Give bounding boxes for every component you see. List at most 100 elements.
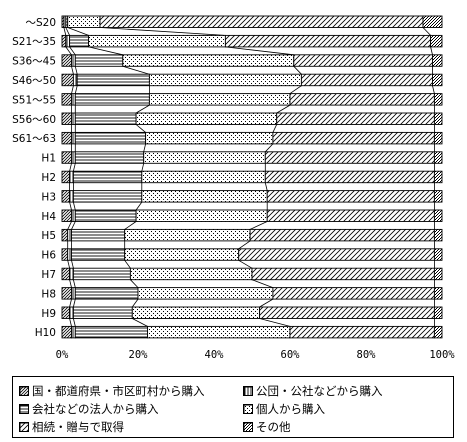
bar-segment xyxy=(300,73,433,87)
connector-line xyxy=(88,46,123,56)
legend-label: 公団・公社などから購入 xyxy=(256,384,383,398)
bar-segment xyxy=(61,54,72,67)
series-connector-lines xyxy=(63,27,435,327)
bar-segment xyxy=(71,248,126,261)
bar-segment xyxy=(124,228,251,242)
bar-segment xyxy=(71,151,76,164)
x-tick-label: 100% xyxy=(429,349,455,361)
connector-line xyxy=(122,65,150,75)
bar-segment xyxy=(433,131,443,145)
bar-segment xyxy=(238,248,435,261)
bar-segment xyxy=(71,287,76,300)
category-labels: ～S20 S21～35 S36～45 S46～50 S51～55 S56～60 S61～63… xyxy=(12,17,56,339)
x-tick-label: 40% xyxy=(205,349,225,361)
bar-segment xyxy=(148,73,302,87)
bar-segment xyxy=(71,112,76,125)
bar-segment xyxy=(430,34,443,48)
connector-line xyxy=(251,279,274,288)
bar-segment xyxy=(272,287,435,300)
connector-line xyxy=(69,318,72,327)
bar-segment xyxy=(61,112,72,125)
category-label: H3 xyxy=(41,191,56,203)
connector-line xyxy=(65,46,72,56)
bar-segment xyxy=(433,170,443,184)
bar-segment xyxy=(61,209,72,222)
bar-segment xyxy=(264,170,435,184)
legend-label: 会社などの法人から購入 xyxy=(32,402,159,416)
connector-line xyxy=(131,298,139,308)
connector-line xyxy=(289,85,302,94)
connector-line xyxy=(73,318,76,327)
category-label: H7 xyxy=(41,269,56,281)
bar-segment xyxy=(71,54,76,67)
connector-line xyxy=(272,124,278,133)
bar-segment xyxy=(289,93,435,106)
bar-segment xyxy=(72,190,143,203)
bar-segment xyxy=(61,325,72,339)
bar-segment xyxy=(264,151,435,164)
bar-segment xyxy=(88,34,226,48)
bar-segment xyxy=(224,34,432,48)
legend-item-other: その他 xyxy=(243,419,291,435)
connector-line xyxy=(265,143,274,153)
bar-group xyxy=(61,15,443,339)
bar-segment xyxy=(72,73,78,87)
legend-item-gov: 国・都道府県・市区町村から購入 xyxy=(19,383,205,399)
bar-segment xyxy=(99,15,424,28)
category-label: S46～50 xyxy=(12,75,56,87)
bar-segment xyxy=(433,267,443,281)
bar-segment xyxy=(266,209,435,222)
connector-line xyxy=(63,27,67,36)
connector-line xyxy=(238,259,253,269)
bar-segment xyxy=(74,209,137,222)
bar-segment xyxy=(67,15,101,28)
legend-item-individual: 個人から購入 xyxy=(243,401,325,417)
legend-swatch-icon xyxy=(19,422,29,432)
bar-segment xyxy=(61,73,74,87)
bar-segment xyxy=(69,170,74,184)
bar-segment xyxy=(74,151,145,164)
bar-segment xyxy=(71,209,76,222)
category-label: S61～63 xyxy=(12,133,56,145)
connector-line xyxy=(132,318,148,327)
category-label: S51～55 xyxy=(12,94,56,106)
connector-line xyxy=(430,46,433,55)
bar-segment xyxy=(148,93,291,106)
connector-line xyxy=(67,260,70,269)
connector-line xyxy=(259,318,291,327)
bar-segment xyxy=(137,287,274,300)
connector-line xyxy=(73,202,76,211)
bar-segment xyxy=(422,15,443,28)
legend: 国・都道府県・市区町村から購入 公団・公社などから購入 会社などの法人から購入 … xyxy=(12,376,454,438)
category-label: H9 xyxy=(41,308,56,320)
category-label: S56～60 xyxy=(12,114,56,126)
category-label: H6 xyxy=(41,250,56,262)
connector-line xyxy=(71,66,74,75)
connector-line xyxy=(225,46,294,56)
connector-line xyxy=(71,260,74,269)
category-label: H5 xyxy=(41,230,56,242)
x-tick-label: 20% xyxy=(129,349,149,361)
bar-segment xyxy=(259,306,435,319)
category-label: H4 xyxy=(41,211,56,223)
bar-segment xyxy=(433,306,443,319)
bar-segment xyxy=(272,131,435,145)
bar-segment xyxy=(433,325,443,339)
connector-line xyxy=(259,298,274,308)
bar-segment xyxy=(69,267,74,281)
category-label: S21～35 xyxy=(12,36,56,48)
connector-line xyxy=(65,27,70,36)
bar-segment xyxy=(293,54,433,67)
bar-segment xyxy=(74,325,148,339)
x-tick-label: 0% xyxy=(56,349,69,361)
bar-segment xyxy=(433,112,443,125)
category-label: H2 xyxy=(41,172,56,184)
bar-segment xyxy=(131,306,261,319)
connector-line xyxy=(74,66,78,75)
bar-segment xyxy=(61,287,72,300)
connector-line xyxy=(124,260,131,269)
connector-line xyxy=(238,240,251,250)
bar-segment xyxy=(74,131,147,145)
bar-segment xyxy=(74,54,124,67)
bar-segment xyxy=(145,131,274,145)
